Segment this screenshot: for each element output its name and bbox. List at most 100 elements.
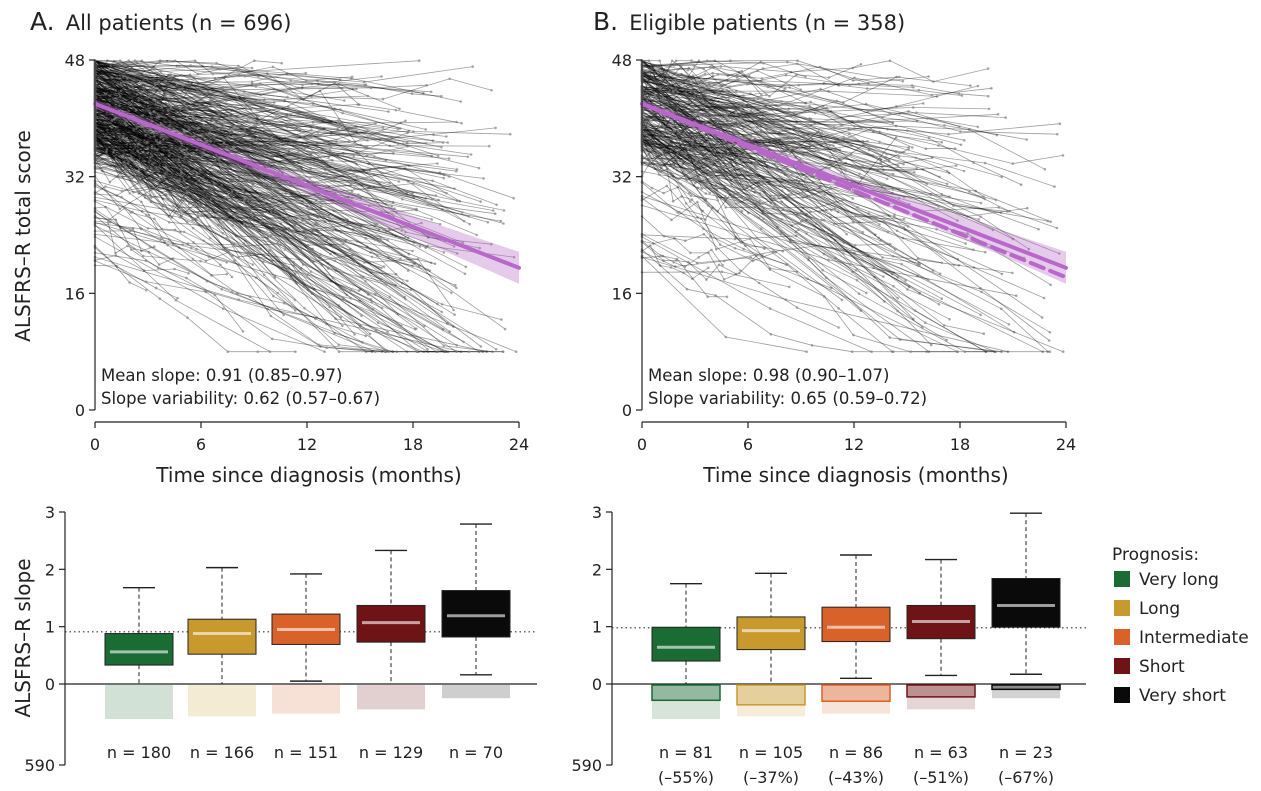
trajectory-point <box>143 97 147 101</box>
trajectory-point <box>796 59 799 62</box>
trajectory-point <box>114 157 118 160</box>
trajectory-point <box>256 143 260 146</box>
trajectory-point <box>192 107 196 110</box>
trajectory-point <box>315 316 319 319</box>
trajectory-point <box>191 257 195 261</box>
trajectory-point <box>167 92 171 96</box>
trajectory-point <box>117 162 121 166</box>
patient-trajectory <box>94 70 197 134</box>
trajectory-point <box>143 115 147 118</box>
trajectory-point <box>295 282 299 285</box>
trajectory-point <box>227 213 231 217</box>
trajectory-point <box>494 348 498 351</box>
trajectory-point <box>187 112 191 116</box>
trajectory-point <box>455 286 458 290</box>
trajectory-point <box>268 206 271 209</box>
trajectory-point <box>392 151 395 155</box>
trajectory-point <box>152 67 155 70</box>
trajectory-point <box>310 292 314 296</box>
trajectory-point <box>312 193 316 197</box>
trajectory-point <box>119 59 122 62</box>
trajectory-point <box>320 263 324 267</box>
trajectory-point <box>455 350 458 354</box>
trajectory-point <box>217 101 221 104</box>
trajectory-point <box>279 243 282 246</box>
trajectory-point <box>286 222 289 226</box>
trajectory-point <box>223 114 227 118</box>
trajectory-point <box>327 156 331 159</box>
trajectory-point <box>269 165 273 168</box>
trajectory-point <box>231 242 234 245</box>
trajectory-point <box>242 242 246 245</box>
trajectory-point <box>127 88 131 91</box>
trajectory-point <box>199 125 203 129</box>
patient-trajectory <box>94 230 235 245</box>
trajectory-point <box>856 119 860 123</box>
trajectory-point <box>189 246 193 250</box>
patient-trajectory <box>94 75 426 199</box>
trajectory-point <box>172 92 175 96</box>
trajectory-point <box>256 350 260 354</box>
trajectory-point <box>264 184 268 188</box>
trajectory-point <box>685 178 688 182</box>
trajectory-point <box>297 270 300 273</box>
trajectory-point <box>201 103 205 107</box>
trajectory-point <box>155 88 158 92</box>
trajectory-point <box>277 149 281 153</box>
trajectory-point <box>191 169 194 173</box>
trajectory-point <box>322 197 325 201</box>
trajectory-point <box>500 318 503 321</box>
trajectory-point <box>216 140 220 144</box>
trajectory-point <box>125 110 128 114</box>
trajectory-point <box>124 89 128 93</box>
trajectory-point <box>976 125 980 129</box>
trajectory-point <box>137 190 141 193</box>
trajectory-point <box>253 59 256 62</box>
trajectory-point <box>248 133 251 137</box>
trajectory-point <box>403 295 407 299</box>
trajectory-point <box>501 350 505 354</box>
trajectory-point <box>110 76 114 79</box>
trajectory-point <box>271 188 275 191</box>
trajectory-point <box>300 258 304 262</box>
trajectory-point <box>142 269 146 272</box>
trajectory-point <box>227 170 230 173</box>
patient-trajectory <box>94 68 333 126</box>
trajectory-point <box>254 189 258 193</box>
trajectory-point <box>161 204 165 208</box>
trajectory-point <box>230 254 234 258</box>
trajectory-point <box>915 111 918 114</box>
trajectory-point <box>165 155 168 158</box>
trajectory-point <box>426 244 430 248</box>
trajectory-point <box>379 278 383 281</box>
trajectory-point <box>265 144 269 147</box>
trajectory-point <box>197 193 201 197</box>
trajectory-point <box>784 87 787 90</box>
trajectory-point <box>1000 272 1004 276</box>
trajectory-point <box>285 72 289 76</box>
trajectory-point <box>717 162 720 165</box>
trajectory-point <box>299 267 303 270</box>
trajectory-point <box>761 202 765 205</box>
trajectory-point <box>133 121 137 125</box>
trajectory-point <box>205 216 209 219</box>
trajectory-point <box>178 98 182 102</box>
trajectory-point <box>253 146 257 150</box>
trajectory-point <box>700 187 704 191</box>
trajectory-point <box>244 239 247 242</box>
trajectory-point <box>215 130 219 134</box>
trajectory-point <box>220 209 223 213</box>
trajectory-point <box>229 206 233 209</box>
trajectory-point <box>364 334 368 338</box>
trajectory-point <box>512 255 516 259</box>
trajectory-point <box>166 134 170 138</box>
trajectory-point <box>406 269 410 273</box>
trajectory-point <box>358 264 362 267</box>
trajectory-point <box>430 154 434 158</box>
patient-trajectory <box>94 60 360 105</box>
trajectory-point <box>158 161 161 165</box>
trajectory-point <box>142 173 146 176</box>
trajectory-point <box>823 295 826 298</box>
trajectory-point <box>217 194 221 198</box>
trajectory-point <box>318 89 322 93</box>
